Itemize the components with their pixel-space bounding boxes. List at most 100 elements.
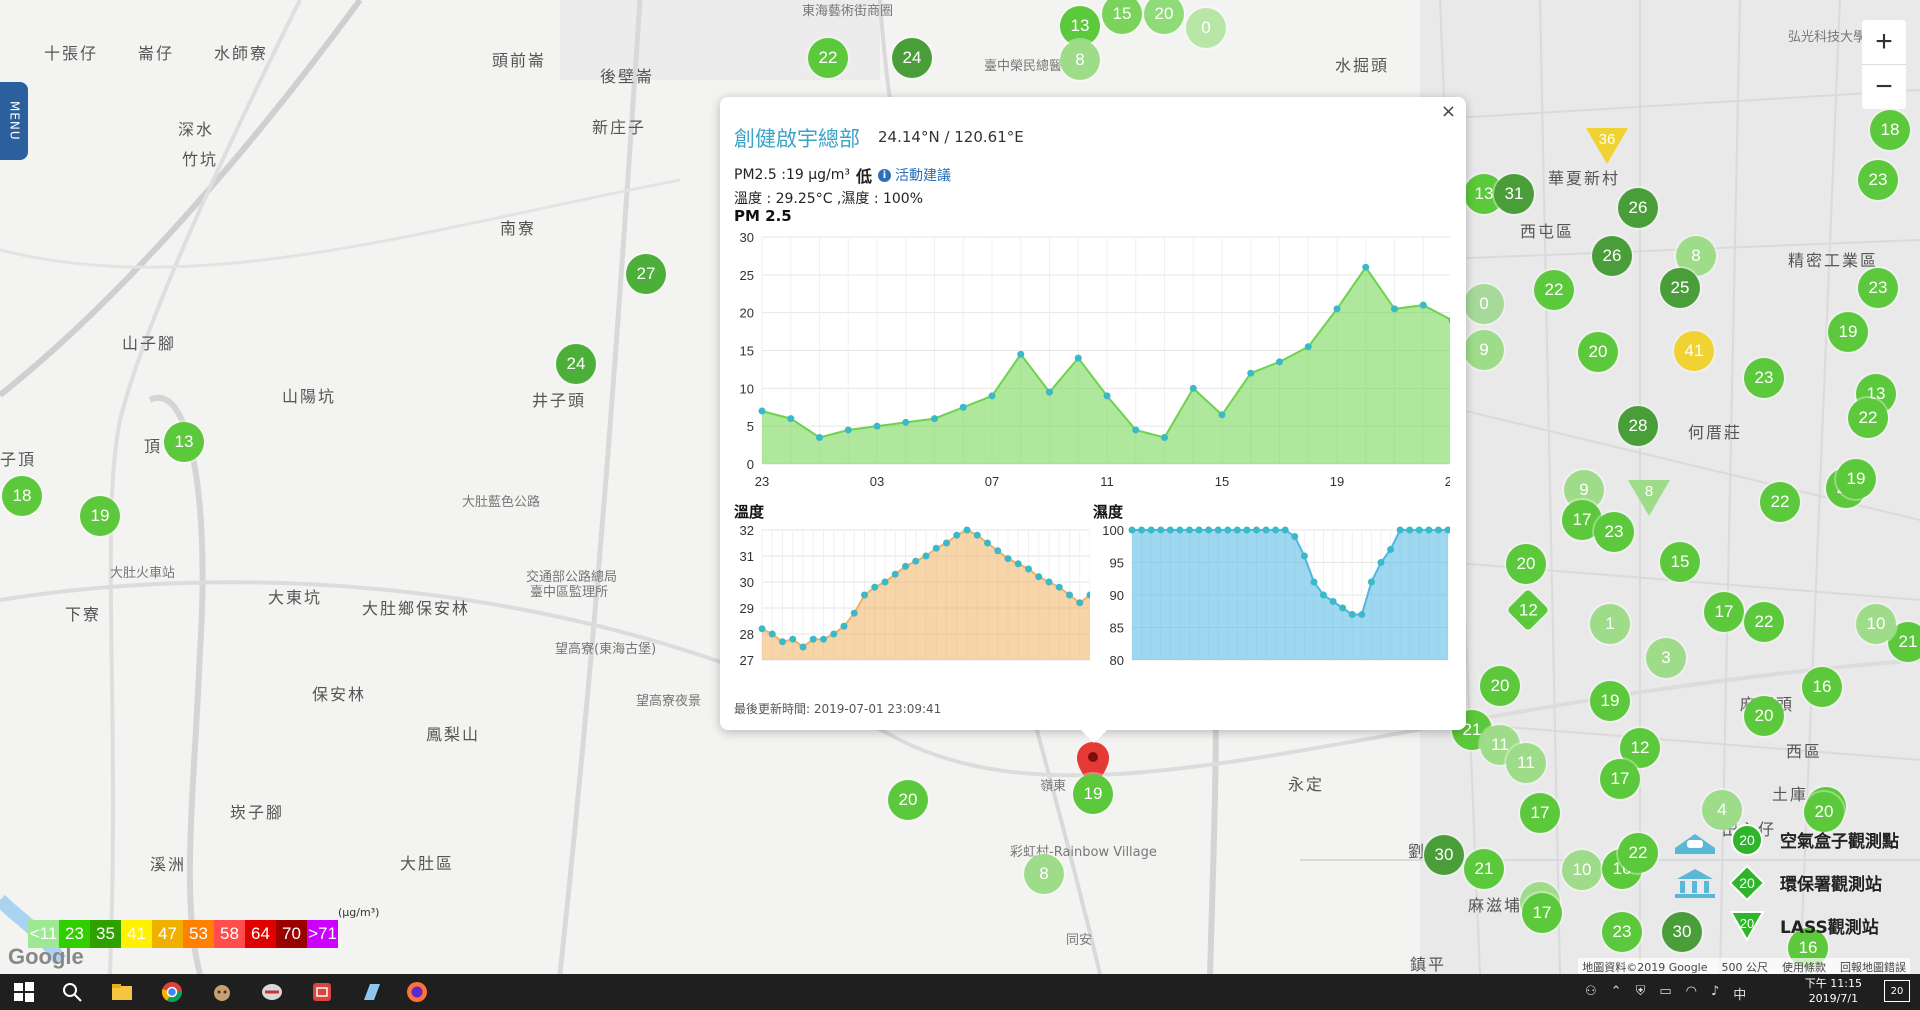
station-marker[interactable]: 19 (1828, 312, 1868, 352)
station-marker[interactable]: 23 (1858, 160, 1898, 200)
notification-icon[interactable]: 20 (1884, 980, 1910, 1002)
app-icon-4[interactable] (360, 980, 384, 1004)
system-tray[interactable]: ⚇ ⌃ ⛨ ▭ ◠ ♪ 中 (1585, 984, 1746, 1003)
station-marker[interactable]: 0 (1186, 8, 1226, 48)
station-marker[interactable]: 19 (1590, 681, 1630, 721)
menu-tab[interactable]: MENU (0, 82, 28, 160)
app-icon-3[interactable] (310, 980, 334, 1004)
station-marker[interactable]: 20 (1144, 0, 1184, 34)
station-marker[interactable]: 31 (1494, 174, 1534, 214)
station-marker[interactable]: 18 (2, 476, 42, 516)
place-label: 弘光科技大學 (1788, 30, 1867, 45)
station-marker[interactable]: 13 (164, 422, 204, 462)
app-icon-1[interactable] (210, 980, 234, 1004)
station-marker[interactable]: 24 (892, 38, 932, 78)
station-marker[interactable]: 17 (1520, 793, 1560, 833)
station-marker[interactable]: 3 (1646, 638, 1686, 678)
wifi-icon[interactable]: ◠ (1685, 984, 1697, 999)
station-marker[interactable]: 20 (1480, 666, 1520, 706)
station-marker[interactable]: 17 (1522, 893, 1562, 933)
station-marker[interactable]: 27 (626, 254, 666, 294)
lass-station-marker[interactable]: 36 (1584, 126, 1630, 166)
station-marker[interactable]: 23 (1594, 512, 1634, 552)
hum-ytick-label: 95 (1110, 556, 1124, 571)
station-marker[interactable]: 20 (1804, 792, 1844, 832)
station-marker[interactable]: 41 (1674, 331, 1714, 371)
place-label: 深水 (178, 120, 215, 139)
station-marker[interactable]: 1 (1590, 604, 1630, 644)
firefox-icon[interactable] (405, 980, 429, 1004)
station-title[interactable]: 創健啟宇總部 (734, 127, 860, 151)
station-marker[interactable]: 22 (1618, 833, 1658, 873)
hum-area (1132, 530, 1448, 660)
selected-station-marker[interactable]: 19 (1073, 774, 1113, 814)
lass-station-marker[interactable]: 8 (1626, 478, 1672, 518)
station-marker[interactable]: 22 (1744, 602, 1784, 642)
windows-start-icon[interactable] (12, 980, 36, 1004)
chrome-icon[interactable] (160, 980, 184, 1004)
station-marker[interactable]: 22 (1534, 270, 1574, 310)
station-marker[interactable]: 23 (1744, 358, 1784, 398)
station-marker[interactable]: 15 (1102, 0, 1142, 34)
station-marker[interactable]: 17 (1600, 759, 1640, 799)
people-icon[interactable]: ⚇ (1585, 984, 1597, 999)
station-marker[interactable]: 4 (1702, 790, 1742, 830)
station-marker[interactable]: 10 (1856, 604, 1896, 644)
airbox-label: 空氣盒子觀測點 (1780, 832, 1899, 852)
station-marker[interactable]: 20 (1744, 696, 1784, 736)
hum-point (1425, 526, 1433, 534)
shield-icon[interactable]: ⛨ (1635, 984, 1646, 999)
search-icon[interactable] (60, 980, 84, 1004)
app-icon-2[interactable] (260, 980, 284, 1004)
station-marker[interactable]: 26 (1618, 188, 1658, 228)
station-marker[interactable]: 16 (1802, 667, 1842, 707)
station-marker[interactable]: 20 (1506, 544, 1546, 584)
battery-icon[interactable]: ▭ (1659, 984, 1672, 999)
temp-point (809, 635, 817, 643)
station-marker[interactable]: 22 (808, 38, 848, 78)
station-marker[interactable]: 18 (1870, 110, 1910, 150)
station-marker[interactable]: 23 (1602, 912, 1642, 952)
station-marker[interactable]: 11 (1506, 743, 1546, 783)
report-error-link[interactable]: 回報地圖錯誤 (1840, 961, 1906, 974)
station-marker[interactable]: 24 (556, 344, 596, 384)
station-marker[interactable]: 8 (1060, 40, 1100, 80)
place-label: 鳳梨山 (426, 725, 481, 744)
activity-advice-link[interactable]: i 活動建議 (878, 165, 951, 185)
station-marker[interactable]: 0 (1464, 284, 1504, 324)
station-marker[interactable]: 17 (1704, 592, 1744, 632)
system-clock[interactable]: 下午 11:15 2019/7/1 (1805, 976, 1862, 1006)
zoom-out-button[interactable]: − (1862, 65, 1906, 109)
pm-point (1333, 305, 1341, 313)
temp-point (932, 544, 940, 552)
station-marker[interactable]: 25 (1660, 268, 1700, 308)
volume-icon[interactable]: ♪ (1710, 984, 1720, 999)
chevron-up-icon[interactable]: ⌃ (1610, 984, 1622, 999)
file-explorer-icon[interactable] (110, 980, 134, 1004)
station-marker[interactable]: 15 (1660, 542, 1700, 582)
station-marker[interactable]: 23 (1858, 268, 1898, 308)
station-marker[interactable]: 10 (1562, 850, 1602, 890)
station-marker[interactable]: 9 (1464, 330, 1504, 370)
station-marker[interactable]: 30 (1424, 835, 1464, 875)
station-marker[interactable]: 26 (1592, 236, 1632, 276)
hum-point (1367, 578, 1375, 586)
terms-link[interactable]: 使用條款 (1782, 961, 1826, 974)
station-marker[interactable]: 13 (1060, 6, 1100, 46)
station-marker[interactable]: 8 (1024, 854, 1064, 894)
station-marker[interactable]: 22 (1760, 482, 1800, 522)
ime-indicator[interactable]: 中 (1733, 988, 1747, 1003)
close-icon[interactable]: × (1440, 101, 1456, 122)
station-marker[interactable]: 20 (1578, 332, 1618, 372)
station-marker[interactable]: 30 (1662, 912, 1702, 952)
station-marker[interactable]: 19 (1836, 459, 1876, 499)
station-marker[interactable]: 19 (80, 496, 120, 536)
station-marker[interactable]: 22 (1848, 398, 1888, 438)
place-label: 溪洲 (150, 855, 187, 874)
station-marker[interactable]: 28 (1618, 406, 1658, 446)
zoom-in-button[interactable]: + (1862, 20, 1906, 65)
lass-station-value: 8 (1645, 483, 1653, 500)
station-marker[interactable]: 20 (888, 780, 928, 820)
pm-point (1161, 434, 1168, 442)
station-marker[interactable]: 21 (1464, 849, 1504, 889)
